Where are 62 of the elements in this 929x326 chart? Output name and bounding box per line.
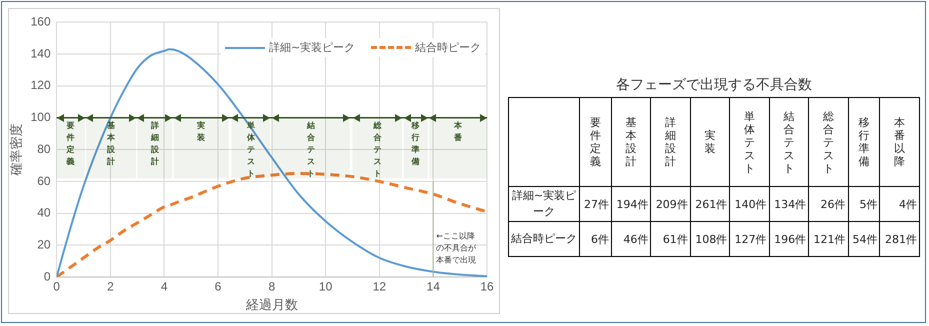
y-tick-label: 120 [30,78,51,92]
x-tick-label: 12 [372,280,386,294]
band-label: 本番 [453,120,464,142]
legend-label: 結合時ピーク [415,40,482,56]
x-axis-title: 経過月数 [244,296,298,312]
data-label: 6件 [580,222,612,256]
data-label: 61件 [650,222,690,256]
data-label: 196件 [769,222,809,256]
y-axis-title: 確率密度 [8,124,24,177]
data-label: 140件 [730,186,770,222]
band-label: 要件定義 [66,120,75,166]
line-series [56,172,487,277]
x-tick-label: 10 [318,280,333,294]
band-label: 実装 [196,120,206,142]
category-label: 総合テスト [822,110,834,174]
data-label: 108件 [690,222,730,256]
y-tick-label: 0 [44,269,51,284]
data-label: 27件 [580,186,612,222]
legend-label: 詳細~実装ピーク [269,40,356,56]
data-label: 127件 [730,222,770,256]
band-label: 移行準備 [410,120,420,166]
band-label: 詳細設計 [150,120,160,166]
data-label: 46件 [611,222,651,256]
data-label: 134件 [769,186,809,222]
category-label: 要件定義 [590,116,601,168]
text: 各フェーズで出現する不具合数 [615,76,813,94]
x-tick-label: 2 [107,280,114,294]
x-tick-label: 4 [160,280,168,294]
category-label: 単体テスト [744,110,755,174]
y-tick-label: 40 [37,206,51,220]
category-label: 移行準備 [858,116,870,168]
data-label: 5件 [848,186,880,222]
band-label: 総合テスト [372,120,382,178]
x-tick-label: 16 [480,280,494,294]
data-label: 281件 [880,222,920,256]
y-tick-label: 100 [30,110,51,124]
category-label: 結合テスト [783,110,794,174]
ref-line-label: ←ここ以降の不具合が本番で出現 [436,231,478,264]
text: 結合時ピーク [508,222,580,256]
y-tick-label: 60 [37,174,51,188]
data-label: 54件 [848,222,880,256]
data-label: 4件 [880,186,920,222]
y-tick-label: 20 [37,237,51,252]
y-tick-label: 80 [37,142,51,156]
x-tick-label: 14 [426,280,440,294]
category-label: 詳細設計 [665,116,676,168]
data-label: 209件 [650,186,690,222]
x-tick-label: 6 [214,280,222,294]
category-label: 基本設計 [626,116,637,168]
data-label: 194件 [611,186,651,222]
y-tick-label: 160 [30,14,51,29]
category-label: 本番以降 [894,116,906,168]
x-tick-label: 8 [268,280,276,294]
data-label: 121件 [808,222,848,256]
data-label: 26件 [808,186,848,222]
band-label: 基本設計 [106,120,116,166]
category-label: 実装 [704,129,716,155]
x-tick-label: 0 [53,280,60,294]
text: 詳細~実装ピーク [508,186,580,222]
band-label: 結合テスト [306,120,316,178]
y-tick-label: 140 [30,46,51,60]
data-label: 261件 [690,186,730,222]
